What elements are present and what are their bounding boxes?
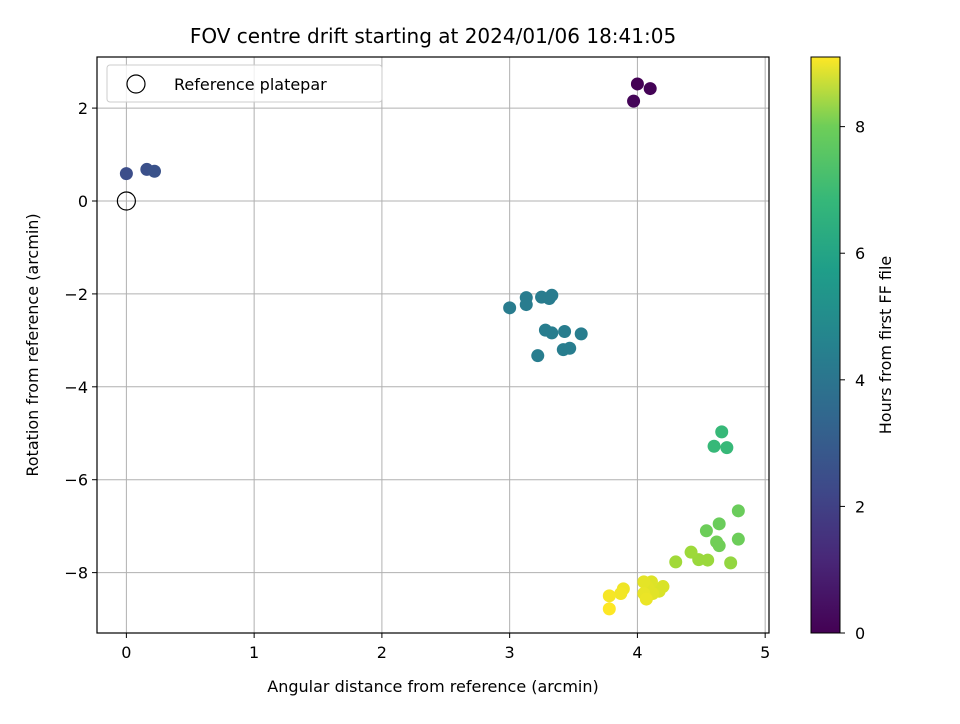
y-tick-label: −2 xyxy=(64,285,88,304)
scatter-point xyxy=(574,327,588,341)
scatter-point xyxy=(563,341,577,355)
colorbar-gradient xyxy=(810,56,841,634)
scatter-point xyxy=(630,77,644,91)
x-tick-label: 4 xyxy=(632,643,642,662)
scatter-point xyxy=(119,167,133,181)
colorbar-tick-label: 0 xyxy=(855,624,865,643)
scatter-point xyxy=(602,602,616,616)
colorbar-tick-label: 4 xyxy=(855,371,865,390)
scatter-point xyxy=(684,545,698,559)
x-axis-label: Angular distance from reference (arcmin) xyxy=(267,677,598,696)
scatter-point xyxy=(627,94,641,108)
scatter-point xyxy=(712,539,726,553)
colorbar-tick-label: 8 xyxy=(855,118,865,137)
scatter-point xyxy=(614,587,628,601)
scatter-point xyxy=(545,288,559,302)
legend: Reference platepar xyxy=(106,64,383,103)
scatter-point xyxy=(531,349,545,363)
scatter-point xyxy=(545,326,559,340)
legend-box xyxy=(106,64,383,103)
scatter-point xyxy=(724,556,738,570)
colorbar: 0 2 4 6 8 Hours from first FF file xyxy=(810,56,895,643)
scatter-point xyxy=(731,504,745,518)
x-tick-label: 0 xyxy=(121,643,131,662)
scatter-point xyxy=(669,555,683,569)
scatter-point xyxy=(712,517,726,531)
y-tick-label: −4 xyxy=(64,378,88,397)
y-axis-label: Rotation from reference (arcmin) xyxy=(23,213,42,476)
plot-frame xyxy=(96,56,770,634)
chart-title: FOV centre drift starting at 2024/01/06 … xyxy=(190,24,676,48)
scatter-point xyxy=(707,439,721,453)
scatter-point xyxy=(503,301,517,315)
y-tick-label: 2 xyxy=(78,99,88,118)
colorbar-tick-label: 6 xyxy=(855,244,865,263)
x-tick-label: 2 xyxy=(377,643,387,662)
colorbar-label: Hours from first FF file xyxy=(876,256,895,435)
scatter-point xyxy=(715,425,729,439)
x-tick-label: 3 xyxy=(505,643,515,662)
y-tick-label: 0 xyxy=(78,192,88,211)
reference-point xyxy=(116,191,136,211)
scatter-point xyxy=(643,82,657,96)
legend-label: Reference platepar xyxy=(174,75,327,94)
grid-lines xyxy=(97,57,769,633)
legend-marker xyxy=(126,74,146,94)
scatter-point xyxy=(699,524,713,538)
scatter-point xyxy=(731,532,745,546)
colorbar-tick-label: 2 xyxy=(855,497,865,516)
y-tick-label: −6 xyxy=(64,471,88,490)
scatter-point xyxy=(602,589,616,603)
scatter-point xyxy=(558,325,572,339)
scatter-point xyxy=(720,441,734,455)
scatter-point xyxy=(639,592,653,606)
colorbar-ticks: 0 2 4 6 8 xyxy=(840,118,865,643)
axes: 0 1 2 3 4 5 2 0 −2 −4 −6 −8 xyxy=(64,99,770,662)
scatter-points xyxy=(116,77,745,616)
scatter-point xyxy=(637,575,651,589)
scatter-point xyxy=(147,164,161,178)
x-tick-label: 1 xyxy=(249,643,259,662)
y-tick-label: −8 xyxy=(64,564,88,583)
x-tick-label: 5 xyxy=(760,643,770,662)
scatter-point xyxy=(519,298,533,312)
